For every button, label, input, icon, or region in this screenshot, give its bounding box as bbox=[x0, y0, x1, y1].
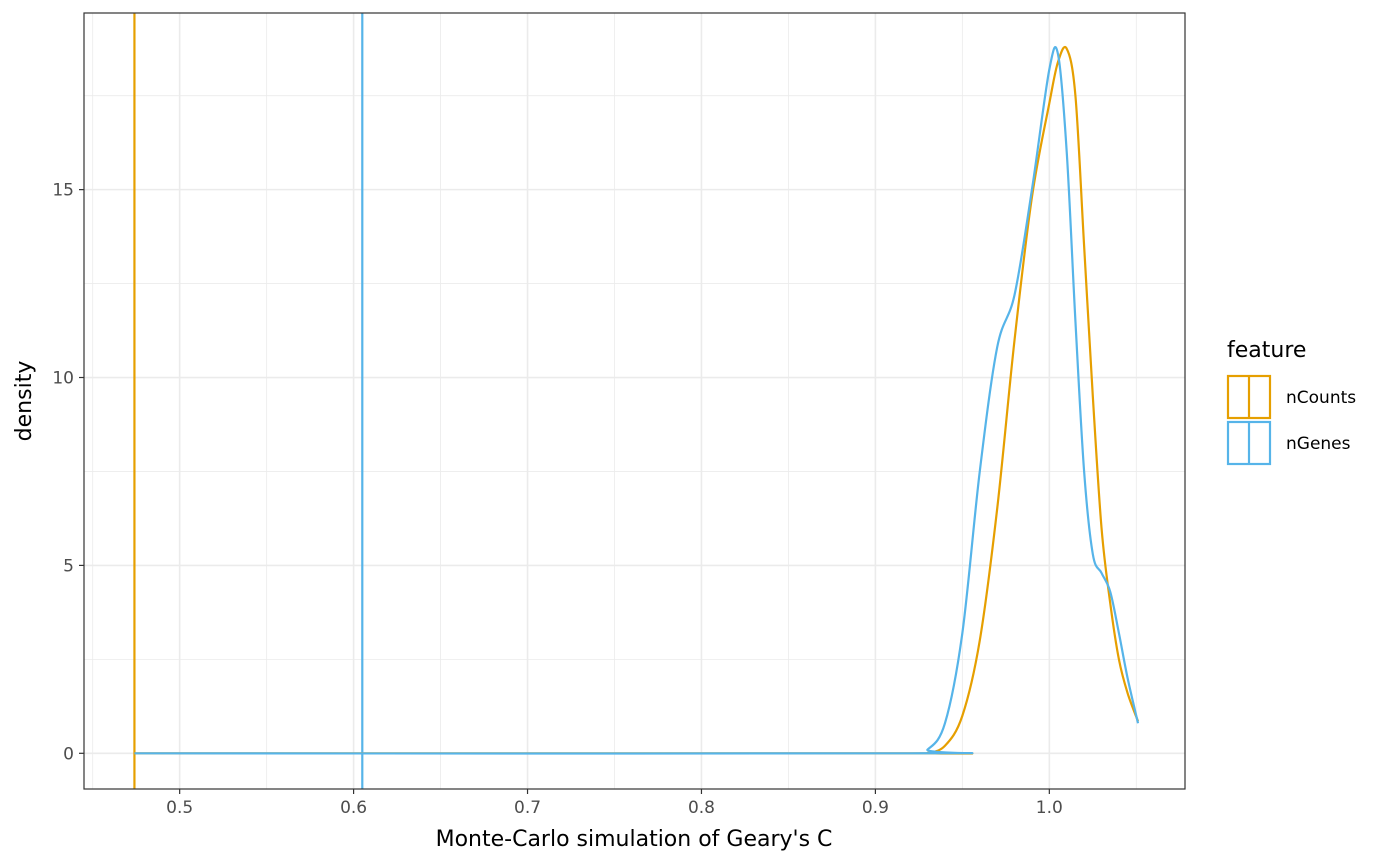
x-axis: 0.5 0.6 0.7 0.8 0.9 1.0 bbox=[166, 789, 1063, 818]
y-tick-label: 10 bbox=[52, 369, 74, 389]
y-tick-label: 5 bbox=[63, 556, 74, 576]
y-tick-label: 15 bbox=[52, 181, 74, 201]
legend-title: feature bbox=[1227, 338, 1306, 363]
legend: feature nCounts nGenes bbox=[1226, 338, 1356, 466]
x-tick-label: 1.0 bbox=[1036, 798, 1063, 818]
x-tick-label: 0.7 bbox=[514, 798, 541, 818]
y-tick-label: 0 bbox=[63, 744, 74, 764]
legend-label-ncounts: nCounts bbox=[1286, 388, 1356, 408]
y-axis-title: density bbox=[12, 361, 37, 442]
x-tick-label: 0.6 bbox=[340, 798, 367, 818]
density-curve-ngenes bbox=[134, 45, 1140, 755]
panel-border bbox=[83, 12, 1186, 790]
x-axis-title: Monte-Carlo simulation of Geary's C bbox=[436, 827, 833, 852]
legend-item-ncounts: nCounts bbox=[1226, 374, 1356, 420]
x-tick-label: 0.5 bbox=[166, 798, 193, 818]
x-tick-label: 0.9 bbox=[862, 798, 889, 818]
y-axis: 0 5 10 15 bbox=[52, 181, 84, 764]
plot-panel bbox=[84, 13, 1185, 789]
x-tick-label: 0.8 bbox=[688, 798, 715, 818]
legend-label-ngenes: nGenes bbox=[1286, 434, 1351, 454]
legend-item-ngenes: nGenes bbox=[1226, 420, 1351, 466]
series-layer bbox=[133, 13, 1140, 789]
